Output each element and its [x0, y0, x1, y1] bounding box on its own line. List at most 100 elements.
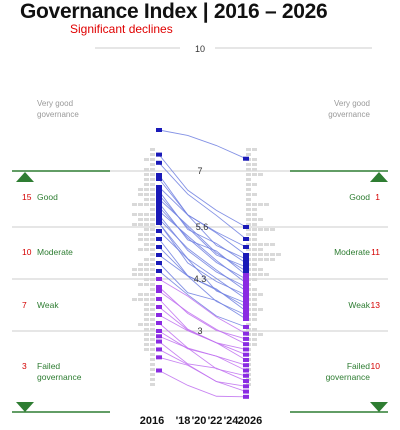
series-line: [158, 356, 247, 392]
context-square: [144, 323, 149, 326]
context-square: [246, 163, 251, 166]
context-square: [138, 193, 143, 196]
point-2026: [243, 325, 249, 329]
context-square: [144, 223, 149, 226]
point-2026: [243, 261, 249, 265]
point-2016: [156, 160, 162, 165]
context-square: [246, 328, 251, 331]
series-line: [158, 262, 247, 320]
context-square: [144, 203, 149, 206]
context-square: [258, 268, 263, 271]
band-label-right: Weak: [348, 300, 370, 310]
chart-subtitle: Significant declines: [70, 22, 173, 36]
context-square: [138, 283, 143, 286]
context-square: [144, 338, 149, 341]
context-square: [252, 168, 257, 171]
context-square: [144, 298, 149, 301]
point-2026: [243, 331, 249, 336]
context-square: [246, 198, 251, 201]
context-square: [264, 228, 269, 231]
gridline-label-3: 3: [197, 326, 202, 336]
point-2016: [156, 245, 162, 249]
top-label-right: Very good: [334, 99, 370, 108]
series-line: [158, 214, 247, 288]
context-square: [252, 313, 257, 316]
context-square: [132, 268, 137, 271]
point-2016: [156, 152, 162, 157]
point-2026: [243, 373, 249, 378]
context-square: [150, 318, 155, 321]
series-line: [158, 314, 247, 361]
context-square: [258, 253, 263, 256]
context-square: [258, 308, 263, 311]
context-square: [252, 258, 257, 261]
context-square: [150, 313, 155, 316]
point-2016: [156, 297, 162, 301]
context-square: [258, 203, 263, 206]
context-square: [252, 288, 257, 291]
point-2026: [243, 293, 249, 297]
point-2026: [243, 309, 249, 313]
context-square: [144, 178, 149, 181]
point-2026: [243, 379, 249, 384]
context-square: [246, 168, 251, 171]
context-square: [258, 273, 263, 276]
point-2026: [243, 336, 249, 341]
context-square: [150, 333, 155, 336]
point-2016: [156, 229, 162, 233]
context-square: [138, 268, 143, 271]
context-square: [150, 308, 155, 311]
context-square: [150, 363, 155, 366]
context-square: [252, 148, 257, 151]
context-square: [144, 183, 149, 186]
context-square: [246, 218, 251, 221]
context-square: [138, 218, 143, 221]
band-label-left: Moderate: [37, 247, 73, 257]
context-square: [246, 178, 251, 181]
context-square: [138, 323, 143, 326]
context-square: [246, 323, 251, 326]
context-square: [144, 273, 149, 276]
point-2026: [243, 363, 249, 368]
point-2026: [243, 273, 249, 277]
context-square: [150, 373, 155, 376]
context-square: [150, 233, 155, 236]
point-2026: [243, 225, 249, 229]
series-line: [158, 186, 247, 260]
series-line: [158, 230, 247, 304]
top-label-left: Very good: [37, 99, 73, 108]
point-2026: [243, 357, 249, 362]
point-2026: [243, 245, 249, 249]
context-square: [150, 213, 155, 216]
context-square: [144, 293, 149, 296]
context-square: [144, 213, 149, 216]
context-square: [144, 263, 149, 266]
context-square: [246, 203, 251, 206]
point-2026: [243, 313, 249, 317]
context-square: [138, 233, 143, 236]
context-square: [246, 188, 251, 191]
band-count-left: 15: [22, 192, 32, 202]
context-square: [150, 383, 155, 386]
point-2016: [156, 269, 162, 273]
context-square: [150, 283, 155, 286]
context-square: [150, 253, 155, 256]
context-square: [264, 203, 269, 206]
context-square: [252, 253, 257, 256]
context-square: [252, 268, 257, 271]
context-square: [150, 358, 155, 361]
series-line: [158, 335, 247, 377]
band-label-left: Good: [37, 192, 58, 202]
point-2026: [243, 368, 249, 373]
context-square: [144, 283, 149, 286]
band-count-left: 3: [22, 361, 27, 371]
point-2016: [156, 321, 162, 325]
point-2016: [156, 329, 162, 333]
point-2016: [156, 128, 162, 132]
series-line: [158, 178, 247, 256]
context-square: [144, 218, 149, 221]
context-square: [138, 273, 143, 276]
context-square: [264, 258, 269, 261]
context-square: [150, 258, 155, 261]
context-square: [252, 273, 257, 276]
